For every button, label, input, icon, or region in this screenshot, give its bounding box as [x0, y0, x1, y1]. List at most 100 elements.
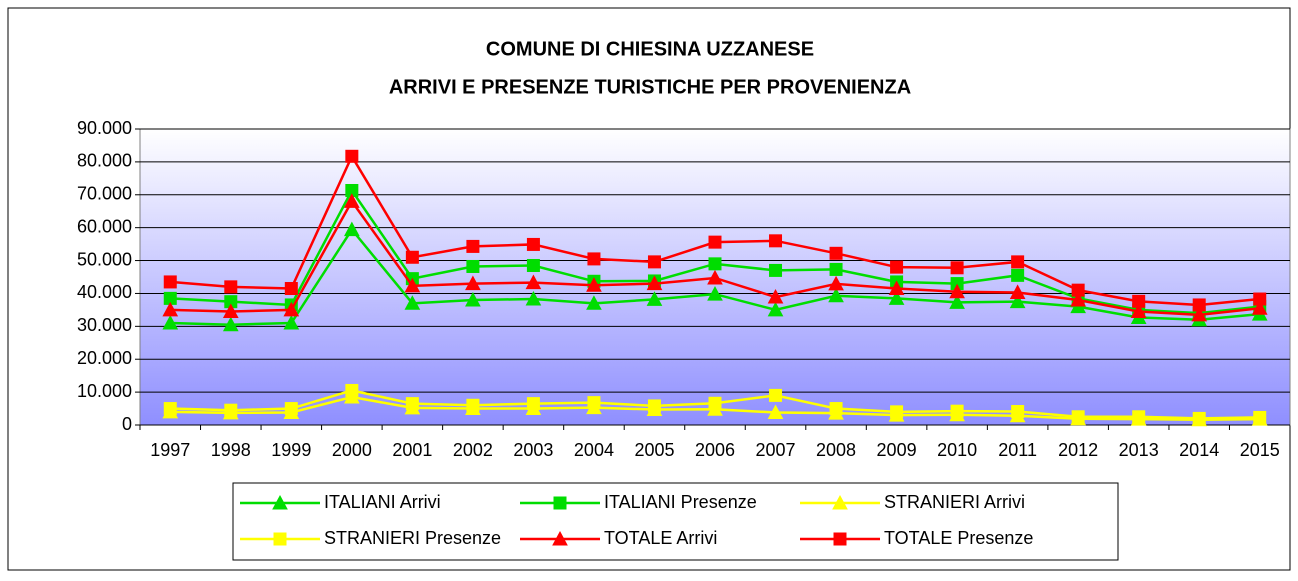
y-tick-label: 10.000	[77, 381, 132, 401]
legend-label: TOTALE Arrivi	[604, 528, 717, 548]
square-marker	[1071, 410, 1085, 424]
square-marker	[587, 252, 601, 266]
triangle-marker	[1009, 293, 1026, 309]
square-marker	[833, 532, 847, 546]
triangle-marker	[162, 314, 179, 330]
square-marker	[163, 275, 177, 289]
square-marker	[829, 402, 843, 416]
square-marker	[345, 149, 359, 163]
triangle-marker	[767, 404, 784, 420]
x-tick-label: 2006	[695, 440, 735, 460]
triangle-marker	[1009, 284, 1026, 299]
x-tick-label: 2005	[634, 440, 674, 460]
square-marker	[1253, 292, 1267, 306]
square-marker	[553, 496, 567, 510]
chart-title: ARRIVI E PRESENZE TURISTICHE PER PROVENI…	[389, 76, 911, 98]
square-marker	[708, 235, 722, 249]
x-tick-label: 2003	[513, 440, 553, 460]
x-tick-label: 1998	[211, 440, 251, 460]
square-marker	[466, 259, 480, 273]
square-marker	[708, 396, 722, 410]
square-marker	[526, 258, 540, 272]
x-tick-label: 2001	[392, 440, 432, 460]
triangle-marker	[767, 301, 784, 317]
square-marker	[1253, 410, 1267, 424]
square-marker	[769, 234, 783, 248]
legend-label: STRANIERI Arrivi	[884, 492, 1025, 512]
square-marker	[1132, 410, 1146, 424]
square-marker	[1192, 298, 1206, 312]
square-marker	[526, 397, 540, 411]
square-marker	[890, 260, 904, 274]
square-marker	[224, 280, 238, 294]
square-marker	[284, 282, 298, 296]
x-tick-label: 2009	[877, 440, 917, 460]
x-tick-label: 2002	[453, 440, 493, 460]
chart-title: COMUNE DI CHIESINA UZZANESE	[486, 38, 814, 60]
triangle-marker	[222, 303, 239, 319]
square-marker	[466, 398, 480, 412]
triangle-marker	[707, 269, 723, 285]
legend-label: ITALIANI Arrivi	[324, 492, 441, 512]
square-marker	[466, 239, 480, 253]
triangle-marker	[646, 291, 663, 306]
triangle-marker	[552, 530, 568, 546]
legend	[232, 482, 1119, 561]
triangle-marker	[222, 316, 239, 332]
square-marker	[526, 237, 540, 251]
x-tick-label: 2010	[937, 440, 977, 460]
x-tick-label: 2008	[816, 440, 856, 460]
triangle-marker	[1070, 291, 1086, 307]
triangle-marker	[162, 301, 179, 317]
x-tick-label: 2004	[574, 440, 614, 460]
triangle-marker	[586, 295, 602, 310]
triangle-marker	[707, 286, 723, 301]
square-marker	[950, 404, 964, 418]
square-marker	[163, 402, 177, 416]
legend-label: ITALIANI Presenze	[604, 492, 757, 512]
square-marker	[1132, 294, 1146, 308]
triangle-marker	[1191, 306, 1208, 322]
triangle-marker	[272, 494, 288, 510]
square-marker	[405, 397, 419, 411]
triangle-marker	[646, 275, 663, 291]
triangle-marker	[404, 277, 421, 293]
square-marker	[273, 532, 287, 546]
square-marker	[587, 396, 601, 410]
x-tick-label: 1997	[150, 440, 190, 460]
triangle-marker	[586, 277, 602, 292]
triangle-marker	[525, 290, 542, 306]
triangle-marker	[525, 274, 542, 290]
legend-label: STRANIERI Presenze	[324, 528, 501, 548]
triangle-marker	[828, 275, 844, 291]
legend-label: TOTALE Presenze	[884, 528, 1033, 548]
triangle-marker	[465, 291, 481, 307]
triangle-marker	[767, 289, 784, 304]
square-marker	[1011, 405, 1025, 419]
y-tick-label: 70.000	[77, 184, 132, 204]
square-marker	[1011, 268, 1025, 282]
square-marker	[829, 262, 843, 276]
square-marker	[345, 383, 359, 397]
square-marker	[1192, 411, 1206, 425]
triangle-marker	[465, 275, 481, 291]
x-tick-label: 1999	[271, 440, 311, 460]
triangle-marker	[1251, 300, 1268, 315]
square-marker	[890, 405, 904, 419]
square-marker	[829, 246, 843, 260]
x-tick-label: 2013	[1119, 440, 1159, 460]
x-tick-label: 2000	[332, 440, 372, 460]
triangle-marker	[828, 287, 844, 303]
y-tick-label: 20.000	[77, 348, 132, 368]
x-tick-label: 2011	[998, 440, 1037, 460]
triangle-marker	[1130, 303, 1147, 319]
square-marker	[950, 261, 964, 275]
square-marker	[1011, 255, 1025, 269]
y-tick-label: 30.000	[77, 315, 132, 335]
triangle-marker	[949, 294, 965, 309]
square-marker	[708, 257, 722, 271]
triangle-marker	[832, 494, 848, 510]
triangle-marker	[888, 280, 905, 296]
y-tick-label: 0	[122, 414, 132, 434]
